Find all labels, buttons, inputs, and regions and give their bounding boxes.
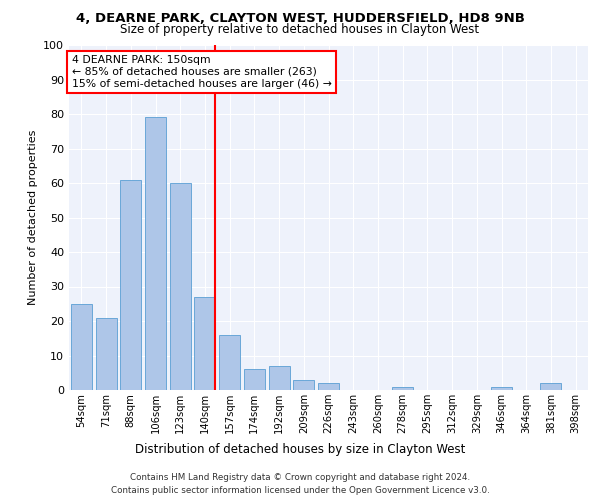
Text: Size of property relative to detached houses in Clayton West: Size of property relative to detached ho… <box>121 22 479 36</box>
Text: 4, DEARNE PARK, CLAYTON WEST, HUDDERSFIELD, HD8 9NB: 4, DEARNE PARK, CLAYTON WEST, HUDDERSFIE… <box>76 12 524 26</box>
Text: 4 DEARNE PARK: 150sqm
← 85% of detached houses are smaller (263)
15% of semi-det: 4 DEARNE PARK: 150sqm ← 85% of detached … <box>71 56 331 88</box>
Bar <box>120 180 141 390</box>
Bar <box>244 370 265 390</box>
Bar <box>145 118 166 390</box>
Bar <box>71 304 92 390</box>
Bar <box>318 383 339 390</box>
Bar <box>194 297 215 390</box>
Bar <box>491 386 512 390</box>
Text: Contains HM Land Registry data © Crown copyright and database right 2024.: Contains HM Land Registry data © Crown c… <box>130 472 470 482</box>
Text: Distribution of detached houses by size in Clayton West: Distribution of detached houses by size … <box>135 442 465 456</box>
Bar <box>219 335 240 390</box>
Bar <box>95 318 116 390</box>
Bar <box>170 183 191 390</box>
Bar <box>392 386 413 390</box>
Bar <box>293 380 314 390</box>
Y-axis label: Number of detached properties: Number of detached properties <box>28 130 38 305</box>
Bar <box>541 383 562 390</box>
Text: Contains public sector information licensed under the Open Government Licence v3: Contains public sector information licen… <box>110 486 490 495</box>
Bar <box>269 366 290 390</box>
